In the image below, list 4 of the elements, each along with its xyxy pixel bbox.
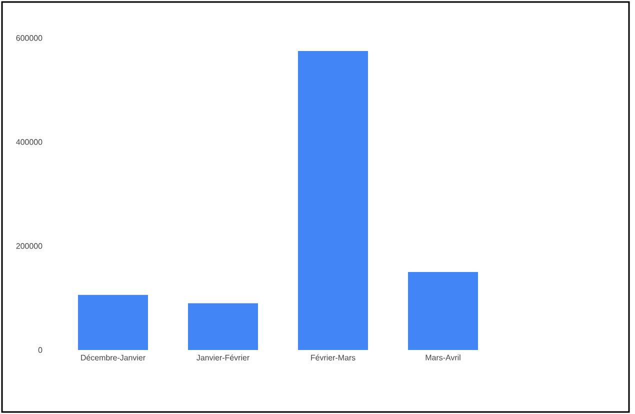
bar — [408, 272, 478, 350]
bar — [298, 51, 368, 350]
bar — [188, 303, 258, 350]
bar — [78, 294, 148, 350]
